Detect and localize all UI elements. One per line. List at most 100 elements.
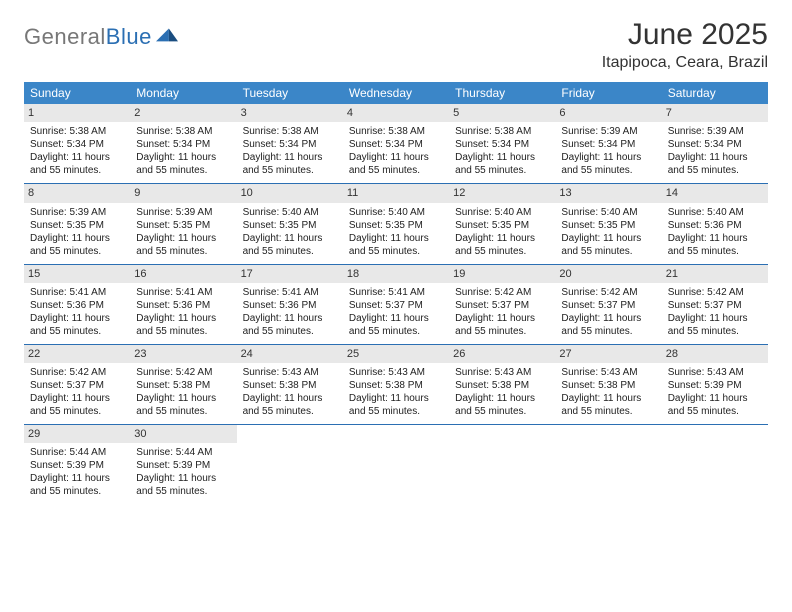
day-cell: 13Sunrise: 5:40 AMSunset: 5:35 PMDayligh… <box>555 184 661 263</box>
day-cell: 28 Sunrise: 5:43 AMSunset: 5:39 PMDayligh… <box>662 345 768 424</box>
week-row: 15Sunrise: 5:41 AMSunset: 5:36 PMDayligh… <box>24 265 768 345</box>
sunrise-line: Sunrise: 5:42 AM <box>136 366 230 379</box>
dow-tuesday: Tuesday <box>237 82 343 104</box>
sunrise-line: Sunrise: 5:40 AM <box>561 206 655 219</box>
daylight-line: Daylight: 11 hours and 55 minutes. <box>243 151 337 177</box>
sunset-line: Sunset: 5:34 PM <box>243 138 337 151</box>
daylight-line: Daylight: 11 hours and 55 minutes. <box>243 312 337 338</box>
day-cell: 11Sunrise: 5:40 AMSunset: 5:35 PMDayligh… <box>343 184 449 263</box>
sunrise-line: Sunrise: 5:40 AM <box>668 206 762 219</box>
dow-sunday: Sunday <box>24 82 130 104</box>
daylight-line: Daylight: 11 hours and 55 minutes. <box>668 151 762 177</box>
sunrise-line: Sunrise: 5:38 AM <box>136 125 230 138</box>
sunset-line: Sunset: 5:39 PM <box>136 459 230 472</box>
daylight-line: Daylight: 11 hours and 55 minutes. <box>349 392 443 418</box>
daylight-line: Daylight: 11 hours and 55 minutes. <box>243 232 337 258</box>
sunrise-line: Sunrise: 5:43 AM <box>455 366 549 379</box>
daylight-line: Daylight: 11 hours and 55 minutes. <box>136 151 230 177</box>
daylight-line: Daylight: 11 hours and 55 minutes. <box>349 312 443 338</box>
sunrise-line: Sunrise: 5:40 AM <box>243 206 337 219</box>
day-number: 30 <box>130 425 236 443</box>
week-row: 22Sunrise: 5:42 AMSunset: 5:37 PMDayligh… <box>24 345 768 425</box>
sunrise-line: Sunrise: 5:38 AM <box>349 125 443 138</box>
week-row: 1Sunrise: 5:38 AMSunset: 5:34 PMDaylight… <box>24 104 768 184</box>
day-cell: 17Sunrise: 5:41 AMSunset: 5:36 PMDayligh… <box>237 265 343 344</box>
day-cell <box>555 425 661 504</box>
day-number: 23 <box>130 345 236 363</box>
sunset-line: Sunset: 5:37 PM <box>349 299 443 312</box>
day-number: 12 <box>449 184 555 202</box>
day-cell: 23Sunrise: 5:42 AMSunset: 5:38 PMDayligh… <box>130 345 236 424</box>
sunrise-line: Sunrise: 5:40 AM <box>455 206 549 219</box>
day-number: 13 <box>555 184 661 202</box>
daylight-line: Daylight: 11 hours and 55 minutes. <box>349 232 443 258</box>
daylight-line: Daylight: 11 hours and 55 minutes. <box>561 392 655 418</box>
daylight-line: Daylight: 11 hours and 55 minutes. <box>561 312 655 338</box>
day-number: 1 <box>24 104 130 122</box>
daylight-line: Daylight: 11 hours and 55 minutes. <box>136 312 230 338</box>
day-number: 28 <box>662 345 768 363</box>
sunrise-line: Sunrise: 5:39 AM <box>561 125 655 138</box>
sunset-line: Sunset: 5:35 PM <box>561 219 655 232</box>
header: GeneralBlue June 2025 Itapipoca, Ceara, … <box>24 18 768 72</box>
day-cell: 12Sunrise: 5:40 AMSunset: 5:35 PMDayligh… <box>449 184 555 263</box>
day-cell <box>449 425 555 504</box>
sunrise-line: Sunrise: 5:38 AM <box>30 125 124 138</box>
sunset-line: Sunset: 5:35 PM <box>30 219 124 232</box>
day-cell: 5Sunrise: 5:38 AMSunset: 5:34 PMDaylight… <box>449 104 555 183</box>
sunrise-line: Sunrise: 5:41 AM <box>136 286 230 299</box>
daylight-line: Daylight: 11 hours and 55 minutes. <box>668 392 762 418</box>
sunset-line: Sunset: 5:35 PM <box>349 219 443 232</box>
sunrise-line: Sunrise: 5:39 AM <box>668 125 762 138</box>
sunset-line: Sunset: 5:37 PM <box>561 299 655 312</box>
day-number: 27 <box>555 345 661 363</box>
dow-friday: Friday <box>555 82 661 104</box>
day-number: 4 <box>343 104 449 122</box>
sunrise-line: Sunrise: 5:41 AM <box>30 286 124 299</box>
sunset-line: Sunset: 5:37 PM <box>30 379 124 392</box>
day-number: 19 <box>449 265 555 283</box>
sunset-line: Sunset: 5:36 PM <box>30 299 124 312</box>
dow-wednesday: Wednesday <box>343 82 449 104</box>
sunrise-line: Sunrise: 5:43 AM <box>349 366 443 379</box>
sunset-line: Sunset: 5:38 PM <box>243 379 337 392</box>
sunset-line: Sunset: 5:34 PM <box>30 138 124 151</box>
sunset-line: Sunset: 5:38 PM <box>349 379 443 392</box>
day-number: 14 <box>662 184 768 202</box>
day-cell: 29Sunrise: 5:44 AMSunset: 5:39 PMDayligh… <box>24 425 130 504</box>
sunrise-line: Sunrise: 5:44 AM <box>136 446 230 459</box>
day-number: 18 <box>343 265 449 283</box>
daylight-line: Daylight: 11 hours and 55 minutes. <box>561 151 655 177</box>
day-cell: 8Sunrise: 5:39 AMSunset: 5:35 PMDaylight… <box>24 184 130 263</box>
sunrise-line: Sunrise: 5:43 AM <box>668 366 762 379</box>
logo-text-blue: Blue <box>106 24 152 49</box>
day-cell: 9Sunrise: 5:39 AMSunset: 5:35 PMDaylight… <box>130 184 236 263</box>
dow-monday: Monday <box>130 82 236 104</box>
day-number: 16 <box>130 265 236 283</box>
daylight-line: Daylight: 11 hours and 55 minutes. <box>243 392 337 418</box>
daylight-line: Daylight: 11 hours and 55 minutes. <box>668 232 762 258</box>
sunrise-line: Sunrise: 5:44 AM <box>30 446 124 459</box>
calendar: SundayMondayTuesdayWednesdayThursdayFrid… <box>24 82 768 504</box>
day-cell: 14Sunrise: 5:40 AMSunset: 5:36 PMDayligh… <box>662 184 768 263</box>
day-number: 17 <box>237 265 343 283</box>
sunrise-line: Sunrise: 5:42 AM <box>455 286 549 299</box>
sunrise-line: Sunrise: 5:39 AM <box>136 206 230 219</box>
sunset-line: Sunset: 5:38 PM <box>561 379 655 392</box>
daylight-line: Daylight: 11 hours and 55 minutes. <box>30 151 124 177</box>
day-number: 8 <box>24 184 130 202</box>
daylight-line: Daylight: 11 hours and 55 minutes. <box>30 392 124 418</box>
logo-text-gray: General <box>24 24 106 49</box>
dow-thursday: Thursday <box>449 82 555 104</box>
day-cell: 2Sunrise: 5:38 AMSunset: 5:34 PMDaylight… <box>130 104 236 183</box>
month-title: June 2025 <box>602 18 768 52</box>
sunset-line: Sunset: 5:37 PM <box>668 299 762 312</box>
sunrise-line: Sunrise: 5:42 AM <box>668 286 762 299</box>
day-cell <box>237 425 343 504</box>
sunset-line: Sunset: 5:34 PM <box>349 138 443 151</box>
day-cell <box>662 425 768 504</box>
daylight-line: Daylight: 11 hours and 55 minutes. <box>455 232 549 258</box>
sunset-line: Sunset: 5:34 PM <box>561 138 655 151</box>
sunset-line: Sunset: 5:39 PM <box>668 379 762 392</box>
sunrise-line: Sunrise: 5:42 AM <box>30 366 124 379</box>
